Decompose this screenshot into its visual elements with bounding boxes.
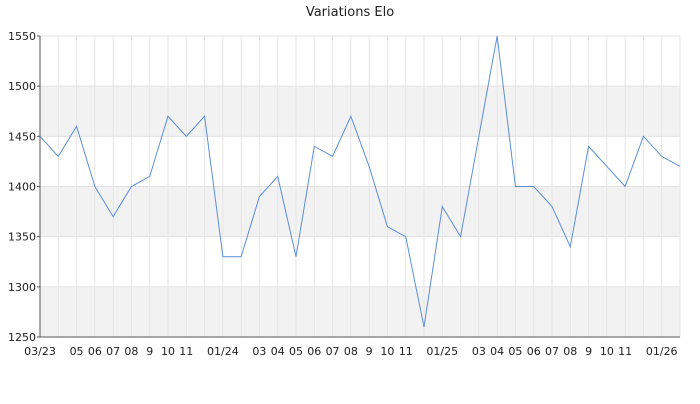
x-tick-label: 06 [307,345,321,358]
y-tick-label: 1500 [8,80,36,93]
x-tick-label: 9 [585,345,592,358]
band [40,86,680,137]
x-tick-label: 06 [88,345,102,358]
x-tick-label: 03 [252,345,266,358]
x-tick-label: 03/23 [24,345,56,358]
x-tick-label: 08 [344,345,358,358]
x-tick-label: 04 [490,345,504,358]
y-tick-label: 1300 [8,281,36,294]
x-tick-label: 05 [508,345,522,358]
x-tick-label: 07 [326,345,340,358]
x-tick-label: 01/26 [646,345,678,358]
x-tick-label: 08 [563,345,577,358]
x-tick-label: 03 [472,345,486,358]
x-tick-label: 05 [70,345,84,358]
x-tick-label: 9 [146,345,153,358]
y-tick-label: 1350 [8,231,36,244]
x-tick-label: 08 [124,345,138,358]
y-tick-label: 1450 [8,130,36,143]
x-tick-label: 11 [618,345,632,358]
x-tick-label: 10 [600,345,614,358]
x-tick-label: 06 [527,345,541,358]
x-tick-label: 01/24 [207,345,239,358]
y-tick-label: 1400 [8,181,36,194]
band [40,286,680,337]
x-tick-label: 9 [366,345,373,358]
x-tick-label: 10 [161,345,175,358]
band [40,186,680,237]
x-tick-label: 11 [179,345,193,358]
x-tick-label: 07 [545,345,559,358]
x-tick-label: 01/25 [426,345,458,358]
x-tick-label: 07 [106,345,120,358]
chart-title: Variations Elo [306,5,394,20]
x-tick-label: 05 [289,345,303,358]
x-tick-label: 11 [399,345,413,358]
line [39,35,681,328]
y-tick-label: 1250 [8,331,36,344]
x-tick-label: 04 [271,345,285,358]
x-tick-label: 10 [380,345,394,358]
y-tick-label: 1550 [8,30,36,43]
